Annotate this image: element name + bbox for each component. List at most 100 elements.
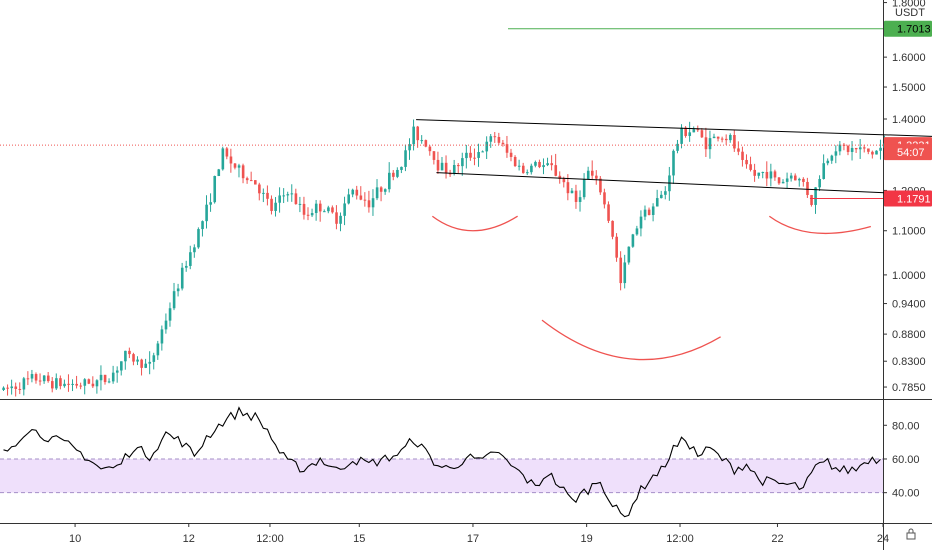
candle — [773, 169, 777, 181]
candle — [875, 150, 878, 155]
candle — [306, 207, 310, 221]
candle — [371, 189, 375, 216]
price-tag[interactable]: 1.1791 — [884, 190, 932, 207]
price-tick-label: 1.1000 — [892, 226, 926, 238]
candle — [249, 171, 253, 182]
channel-upper-line[interactable] — [416, 119, 932, 141]
osc-tick-label: 60.00 — [892, 454, 920, 466]
candle — [712, 133, 716, 139]
candle — [660, 190, 663, 199]
candle — [842, 142, 846, 151]
candle — [469, 146, 472, 161]
candle — [327, 205, 330, 214]
candle — [798, 177, 801, 187]
candle — [2, 386, 5, 391]
drawings-layer[interactable] — [0, 28, 932, 361]
candle — [286, 191, 290, 202]
candle — [18, 382, 22, 395]
candle — [128, 347, 131, 359]
candle — [716, 136, 720, 142]
candle — [95, 379, 99, 394]
channel-lower-line[interactable] — [436, 172, 932, 202]
head-arc[interactable] — [541, 319, 721, 361]
candle — [91, 376, 95, 389]
time-tick-label: 24 — [877, 533, 889, 545]
candle — [664, 186, 667, 200]
right-shoulder-arc[interactable] — [768, 215, 872, 235]
candle — [676, 139, 679, 154]
candle — [440, 156, 444, 171]
candle — [75, 375, 78, 389]
oscillator-pane[interactable] — [3, 406, 881, 518]
candle — [270, 195, 273, 215]
left-shoulder-arc[interactable] — [431, 215, 518, 232]
price-tick-label: 1.6000 — [892, 52, 926, 64]
candle — [237, 163, 241, 178]
candle — [323, 209, 326, 213]
candle — [631, 233, 635, 248]
price-tag-label: 1.1791 — [897, 194, 931, 206]
candle — [180, 262, 184, 291]
candle — [810, 194, 813, 207]
lock-icon[interactable] — [906, 528, 916, 540]
candle — [6, 384, 9, 396]
candle — [152, 352, 156, 370]
candle — [603, 188, 606, 209]
candle — [534, 160, 537, 168]
candle — [550, 155, 553, 171]
candle — [858, 138, 862, 159]
candle — [591, 160, 594, 179]
candle — [643, 205, 647, 221]
price-tag[interactable]: 1.7013 — [884, 20, 932, 37]
candle — [582, 173, 586, 200]
time-axis[interactable]: 10 12 12:00 15 17 19 12:00 22 24 — [69, 523, 889, 545]
candle — [586, 166, 590, 180]
candle — [132, 352, 135, 366]
candle — [107, 378, 111, 384]
candle — [302, 196, 306, 220]
candle — [176, 283, 180, 297]
candle — [367, 190, 371, 213]
quote-currency-label: USDT — [895, 7, 925, 19]
candle — [262, 188, 265, 203]
candle — [124, 350, 127, 370]
candle — [400, 166, 403, 174]
candle — [164, 313, 168, 334]
candle — [578, 190, 582, 212]
candle — [794, 173, 797, 181]
candle — [546, 157, 549, 167]
candle — [55, 373, 58, 390]
candle — [826, 158, 830, 166]
price-axis[interactable]: 1.80001.60001.50001.40001.30001.20001.10… — [883, 0, 932, 394]
candle — [769, 163, 773, 187]
candle — [144, 358, 147, 369]
candle — [46, 372, 50, 383]
price-tag-label: 54:07 — [897, 147, 925, 159]
candle — [542, 158, 545, 175]
candle — [347, 188, 350, 205]
candle — [733, 130, 736, 152]
candle — [168, 302, 172, 327]
oscillator-line — [3, 406, 881, 518]
candle — [221, 146, 225, 171]
candle — [639, 210, 643, 237]
candle — [700, 128, 704, 138]
price-tag[interactable]: 54:07 — [884, 144, 932, 161]
candle — [63, 379, 66, 388]
candle — [172, 282, 176, 311]
candle — [785, 172, 789, 189]
time-tick-label: 22 — [771, 533, 783, 545]
candle — [120, 361, 123, 376]
candle — [473, 148, 476, 166]
candle — [741, 146, 744, 167]
candle — [607, 201, 610, 224]
candle — [83, 378, 87, 395]
time-tick-label: 19 — [581, 533, 593, 545]
candle — [420, 135, 424, 144]
candle — [71, 379, 74, 392]
candle — [156, 340, 160, 360]
candle — [481, 150, 484, 153]
candle — [867, 148, 870, 155]
oscillator-axis[interactable]: 80.00 60.00 40.00 — [883, 420, 920, 500]
